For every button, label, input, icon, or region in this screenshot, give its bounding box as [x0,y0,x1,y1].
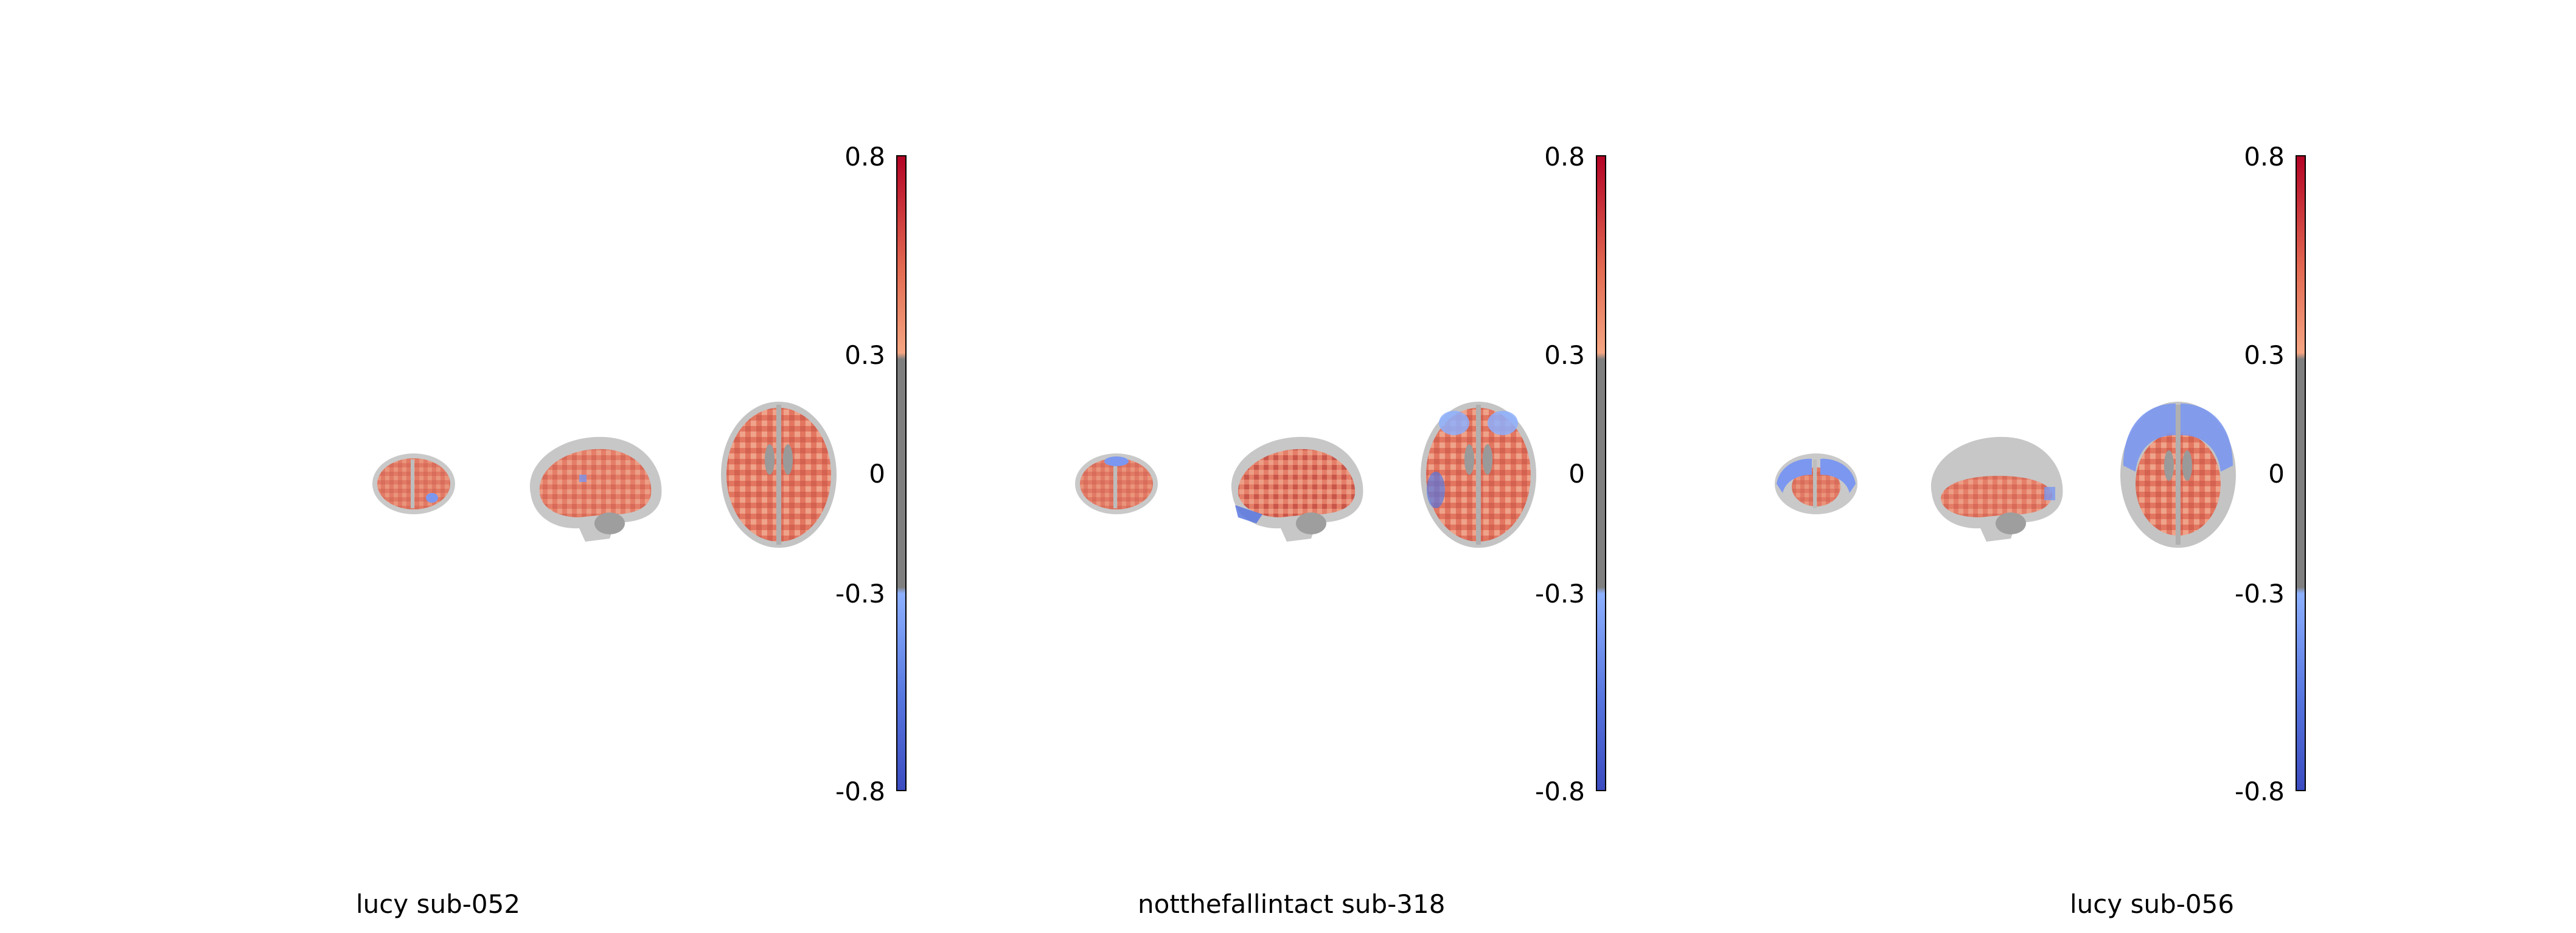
colorbar-tick-label: 0.8 [2244,142,2285,172]
coronal-brain-view [1071,450,1162,517]
coronal-brain-view [368,450,459,517]
colorbar-tick-label: 0.3 [1544,340,1585,370]
brain-panel-1: 0.8 0.3 0 -0.3 -0.8 lucy sub-052 [0,0,907,933]
colorbar-tick-label: -0.8 [2235,777,2285,806]
colorbar-tick-label: -0.8 [1535,777,1585,806]
panel-label: notthefallintact sub-318 [1138,889,1446,919]
colorbar-tick-label: -0.3 [1535,579,1585,609]
colorbar-tick-label: 0.3 [844,340,885,370]
colorbar-tick-label: -0.8 [835,777,885,806]
colorbar [1596,155,1606,791]
sagittal-brain-view [1920,426,2072,548]
colorbar-tick-label: 0 [1568,459,1585,489]
colorbar-tick-label: 0 [2268,459,2285,489]
panel-label: lucy sub-052 [356,889,521,919]
colorbar-tick-label: 0.8 [844,142,885,172]
colorbar-tick-label: -0.3 [2235,579,2285,609]
colorbar [896,155,907,791]
colorbar-tick-label: 0 [869,459,885,489]
axial-brain-view [1418,399,1539,551]
axial-brain-view [2117,399,2239,551]
colorbar [2296,155,2306,791]
coronal-brain-view [1770,450,1862,517]
colorbar-tick-label: 0.8 [1544,142,1585,172]
panel-label: lucy sub-056 [2070,889,2235,919]
colorbar-tick-label: 0.3 [2244,340,2285,370]
axial-brain-view [718,399,840,551]
colorbar-tick-label: -0.3 [835,579,885,609]
sagittal-brain-view [1220,426,1372,548]
sagittal-brain-view [518,426,670,548]
